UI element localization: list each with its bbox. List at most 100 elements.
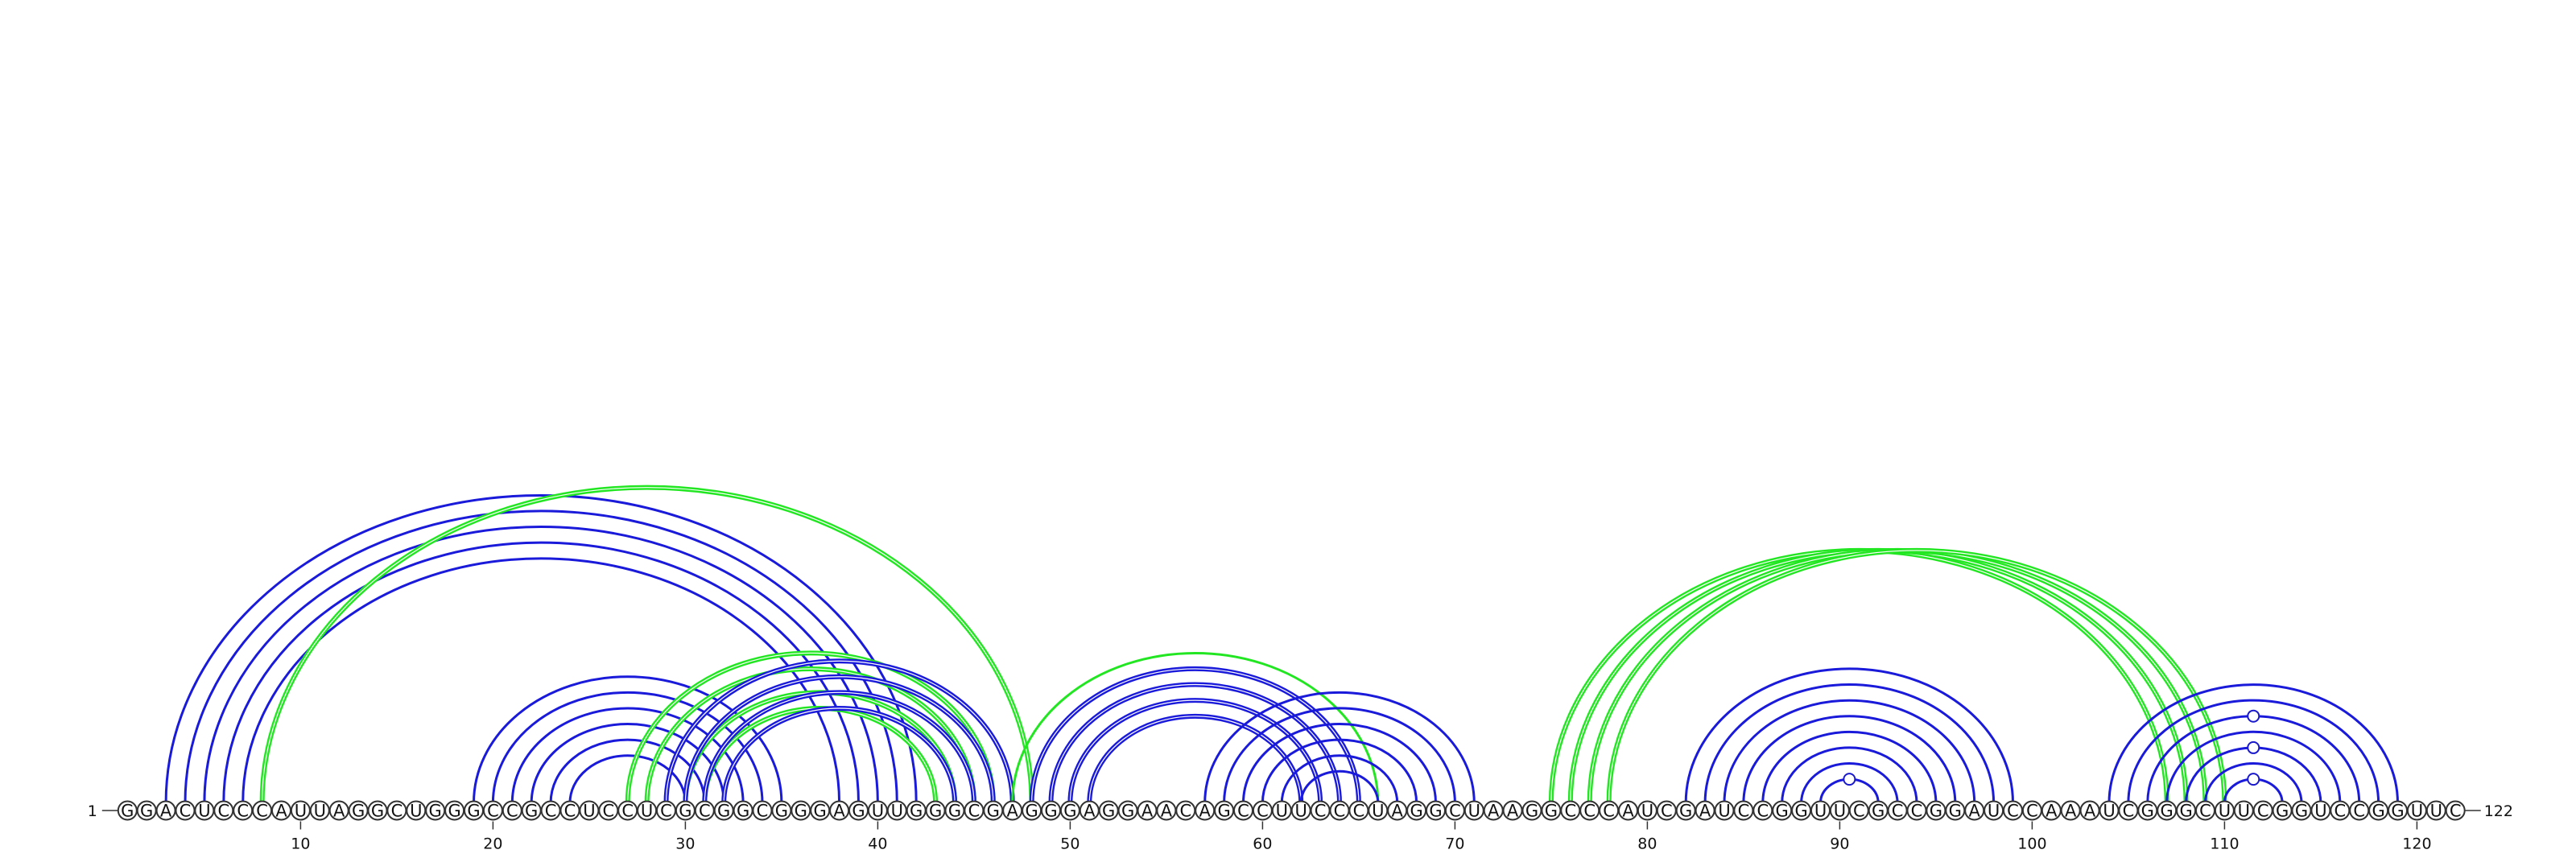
base-pair-arc bbox=[2107, 683, 2399, 803]
base-pair-arc bbox=[1011, 651, 1380, 803]
nucleotide-letter: A bbox=[1161, 802, 1173, 821]
nucleotide: G bbox=[713, 800, 734, 821]
nucleotide: U bbox=[1984, 800, 2004, 821]
nucleotide-letter: C bbox=[217, 802, 229, 821]
base-pair-arc bbox=[1742, 715, 1957, 803]
nucleotide: C bbox=[1310, 800, 1331, 821]
nucleotide-letter: G bbox=[467, 802, 480, 821]
nucleotide: G bbox=[1675, 800, 1696, 821]
nucleotide: U bbox=[2099, 800, 2120, 821]
nucleotide-letter: G bbox=[1872, 802, 1885, 821]
nucleotide-letter: G bbox=[2295, 802, 2308, 821]
base-pair-arc bbox=[1723, 699, 1976, 803]
nucleotide-letter: U bbox=[641, 802, 653, 821]
nucleotide: A bbox=[1002, 800, 1023, 821]
nucleotide-letter: C bbox=[1911, 802, 1923, 821]
base-pair-arc bbox=[2127, 699, 2380, 803]
tick-label: 10 bbox=[291, 835, 310, 853]
nucleotide-letter: G bbox=[1410, 802, 1422, 821]
nucleotide: U bbox=[867, 800, 888, 821]
base-pair-arc bbox=[203, 526, 879, 803]
nucleotide-letter: A bbox=[2084, 802, 2096, 821]
nucleotide-letter: C bbox=[2123, 802, 2135, 821]
nucleotide-letter: G bbox=[1949, 802, 1962, 821]
nucleotide: G bbox=[1059, 800, 1080, 821]
nucleotide: G bbox=[1868, 800, 1889, 821]
nucleotide-letter: G bbox=[429, 802, 442, 821]
nucleotide-letter: U bbox=[198, 802, 210, 821]
start-position-label: 1 bbox=[88, 802, 97, 820]
nucleotide-letter: C bbox=[545, 802, 557, 821]
nucleotide-letter: G bbox=[1102, 802, 1115, 821]
nucleotide: C bbox=[2118, 800, 2139, 821]
nucleotide-letter: G bbox=[910, 802, 923, 821]
loop-marker bbox=[2247, 709, 2260, 723]
nucleotide: G bbox=[1426, 800, 1446, 821]
nucleotide-letter: C bbox=[1853, 802, 1865, 821]
nucleotide: U bbox=[1637, 800, 1657, 821]
nucleotide-letter: G bbox=[795, 802, 807, 821]
nucleotide: G bbox=[906, 800, 927, 821]
nucleotide: C bbox=[656, 800, 676, 821]
tick-label: 30 bbox=[675, 835, 695, 853]
nucleotide: G bbox=[944, 800, 965, 821]
nucleotide: U bbox=[1463, 800, 1484, 821]
nucleotide: C bbox=[502, 800, 522, 821]
nucleotide: A bbox=[1387, 800, 1408, 821]
tick-label: 40 bbox=[868, 835, 887, 853]
nucleotide-letter: C bbox=[2026, 802, 2038, 821]
nucleotide-letter: C bbox=[2007, 802, 2019, 821]
nucleotide-letter: G bbox=[2372, 802, 2384, 821]
base-pair-arc-core bbox=[1570, 550, 2187, 803]
nucleotide: U bbox=[1810, 800, 1831, 821]
nucleotide: G bbox=[444, 800, 465, 821]
nucleotide-letter: C bbox=[1315, 802, 1327, 821]
nucleotide-letter: C bbox=[1738, 802, 1750, 821]
nucleotide-letter: U bbox=[1641, 802, 1653, 821]
nucleotide-letter: U bbox=[1814, 802, 1827, 821]
nucleotide-letter: G bbox=[1217, 802, 1230, 821]
nucleotide-letter: G bbox=[140, 802, 153, 821]
nucleotide: G bbox=[1772, 800, 1793, 821]
loop-marker bbox=[2247, 740, 2260, 754]
nucleotide-letter: A bbox=[1488, 802, 1500, 821]
loop-marker bbox=[2247, 773, 2260, 786]
nucleotide-letter: U bbox=[1276, 802, 1288, 821]
nucleotide-letter: U bbox=[1988, 802, 2000, 821]
nucleotide: C bbox=[1233, 800, 1253, 821]
nucleotide: G bbox=[675, 800, 696, 821]
nucleotide-letter: A bbox=[1507, 802, 1519, 821]
nucleotide-letter: C bbox=[2334, 802, 2346, 821]
base-pair-arc bbox=[510, 707, 745, 803]
nucleotide: G bbox=[136, 800, 157, 821]
nucleotide: A bbox=[829, 800, 850, 821]
nucleotide-letter: C bbox=[699, 802, 711, 821]
nucleotide-letter: A bbox=[1084, 802, 1096, 821]
base-pair-arc bbox=[1242, 723, 1437, 803]
base-pair-arc-core bbox=[1088, 716, 1302, 803]
nucleotide-letter: G bbox=[448, 802, 460, 821]
nucleotide: C bbox=[175, 800, 196, 821]
nucleotide: C bbox=[2003, 800, 2023, 821]
nucleotide: C bbox=[1599, 800, 1620, 821]
nucleotide: G bbox=[1098, 800, 1119, 821]
nucleotide: U bbox=[1368, 800, 1389, 821]
tick-label: 20 bbox=[483, 835, 502, 853]
nucleotide-letter: C bbox=[1237, 802, 1249, 821]
nucleotide-letter: C bbox=[180, 802, 192, 821]
base-pair-arc bbox=[491, 691, 764, 803]
base-pair-arc-core bbox=[665, 660, 1013, 803]
nucleotide: A bbox=[1195, 800, 1216, 821]
nucleotide: C bbox=[540, 800, 561, 821]
nucleotide: C bbox=[2330, 800, 2351, 821]
nucleotide: A bbox=[1137, 800, 1158, 821]
base-pair-arc bbox=[259, 485, 1034, 803]
nucleotide: A bbox=[1502, 800, 1523, 821]
nucleotide: C bbox=[598, 800, 619, 821]
nucleotide: G bbox=[1945, 800, 1966, 821]
base-pair-arc-core bbox=[1069, 699, 1321, 803]
nucleotide-letter: G bbox=[352, 802, 365, 821]
nucleotide-letter: U bbox=[1468, 802, 1480, 821]
nucleotide-letter: C bbox=[1661, 802, 1673, 821]
